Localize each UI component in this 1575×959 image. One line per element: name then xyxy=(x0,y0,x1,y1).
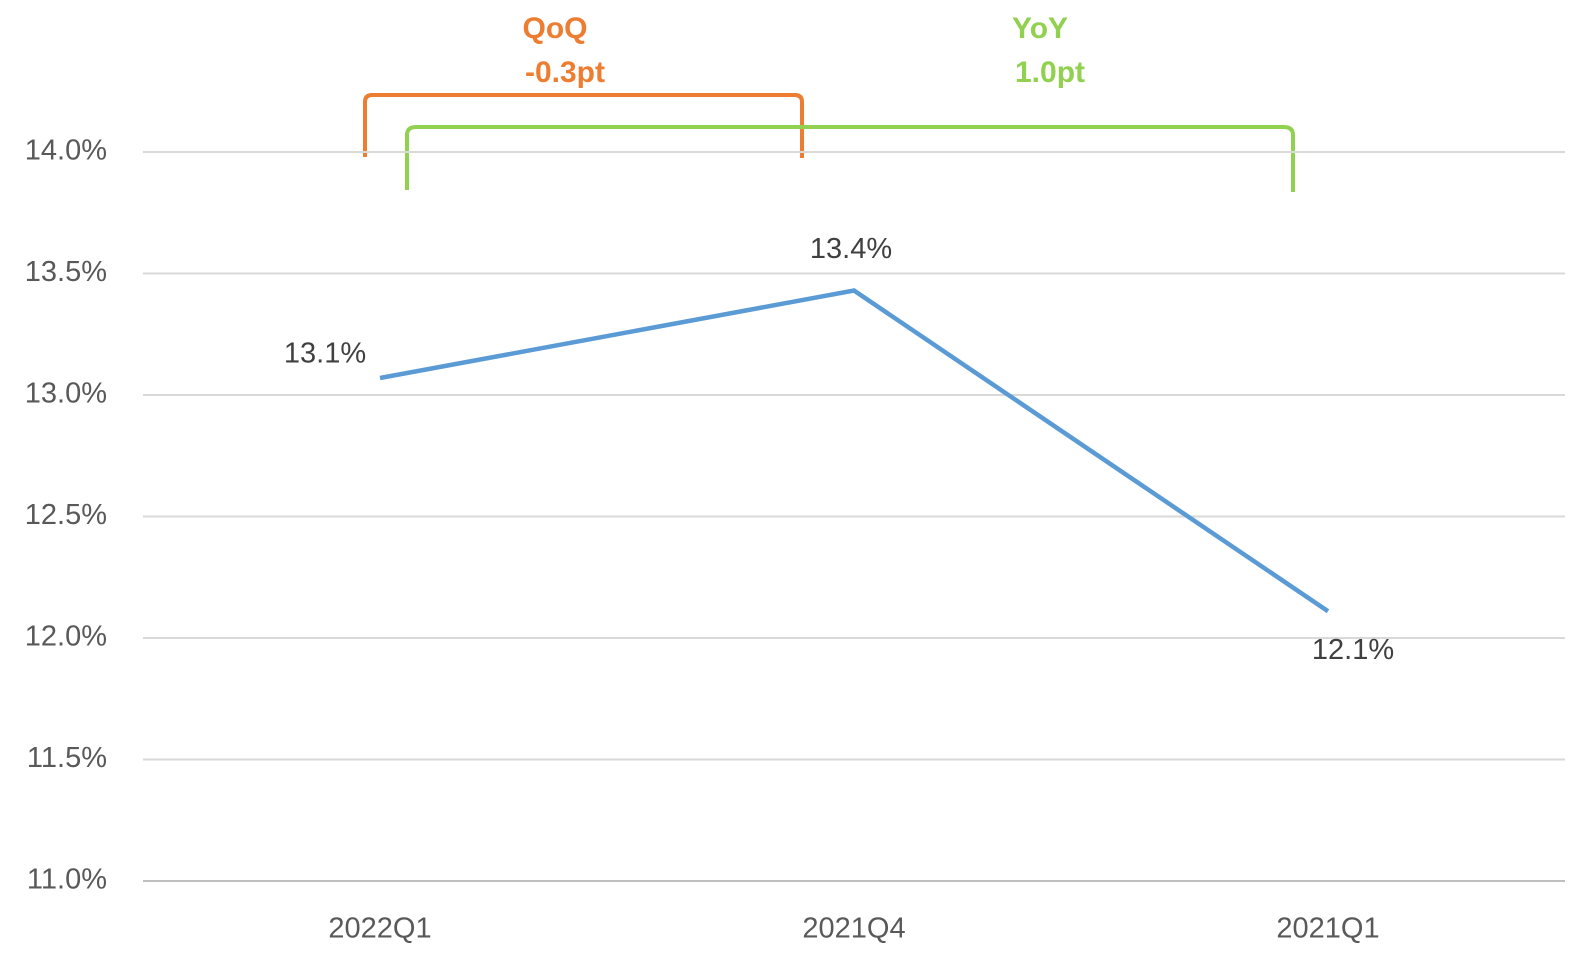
annotation: -0.3pt xyxy=(525,56,605,89)
x-tick-label: 2022Q1 xyxy=(328,913,431,945)
data-label: 12.1% xyxy=(1312,634,1394,666)
annotation: YoY xyxy=(1012,12,1068,45)
data-label: 13.1% xyxy=(284,338,366,370)
annotation: QoQ xyxy=(523,12,588,45)
yoy-bracket xyxy=(405,125,1295,192)
y-tick-label: 13.0% xyxy=(25,378,107,410)
y-tick-label: 14.0% xyxy=(25,135,107,167)
y-tick-label: 11.5% xyxy=(27,742,107,774)
data-line xyxy=(379,288,1330,614)
y-tick-label: 12.0% xyxy=(25,621,107,653)
y-tick-label: 11.0% xyxy=(27,864,107,896)
annotation: 1.0pt xyxy=(1015,56,1085,89)
y-tick-label: 13.5% xyxy=(25,256,107,288)
x-tick-label: 2021Q4 xyxy=(802,913,905,945)
y-tick-label: 12.5% xyxy=(25,499,107,531)
x-tick-label: 2021Q1 xyxy=(1276,913,1379,945)
qoq-bracket xyxy=(363,93,804,158)
data-label: 13.4% xyxy=(810,233,892,265)
